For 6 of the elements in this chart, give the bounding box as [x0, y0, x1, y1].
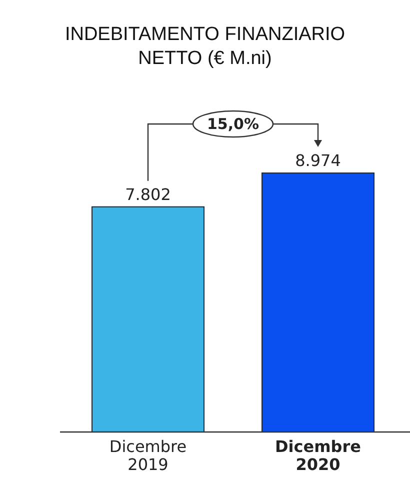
text: 15,0% — [206, 115, 260, 133]
x-tick-label: Dicembre 2019 — [109, 437, 187, 474]
data-label: 8.974 — [295, 151, 341, 170]
x-tick-label: Dicembre 2020 — [275, 437, 362, 474]
chart-title: INDEBITAMENTO FINANZIARIO NETTO (€ M.ni) — [64, 24, 346, 69]
data-label: 7.802 — [125, 184, 171, 204]
